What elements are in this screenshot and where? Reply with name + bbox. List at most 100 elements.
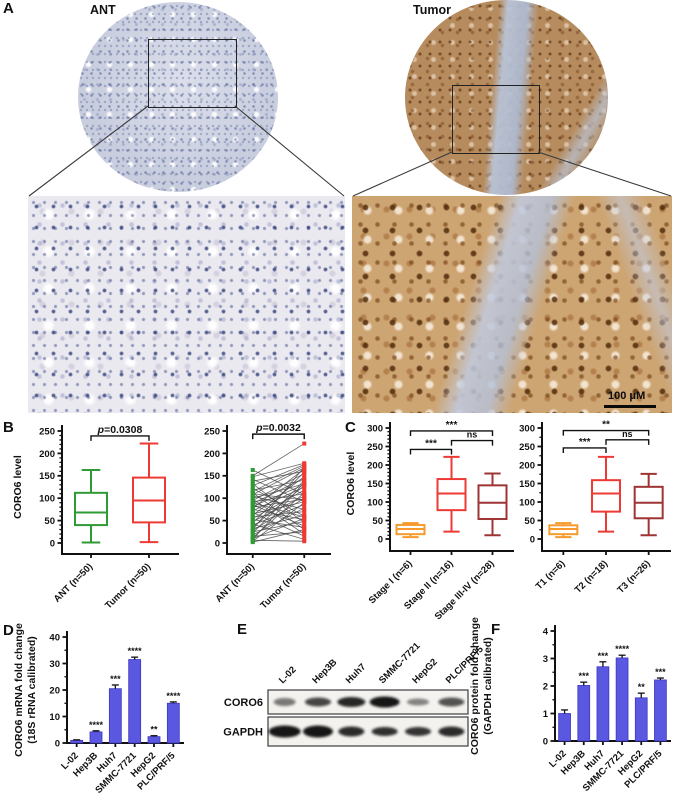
svg-text:250: 250: [367, 442, 383, 453]
panel-label-a: A: [3, 0, 14, 17]
svg-text:40: 40: [49, 632, 60, 643]
svg-text:***: ***: [446, 420, 458, 431]
paired-plot-ant-tumor: 0 50 100 150 200 250 ANT (n=50) Tumor (n=50) p=0…: [186, 420, 346, 620]
panel-label-d: D: [3, 622, 14, 639]
svg-text:***: ***: [578, 671, 589, 681]
svg-text:0: 0: [55, 738, 60, 749]
svg-text:30: 30: [49, 659, 60, 670]
svg-text:****: ****: [615, 644, 630, 654]
svg-text:0: 0: [543, 736, 548, 747]
svg-text:150: 150: [367, 479, 383, 490]
ant-magnified-image: [28, 196, 345, 413]
boxplot-t-classification: 0 50 100 150 200 250 300 T1 (n=6) T2 (n=18) T3 (n…: [508, 418, 680, 620]
svg-text:Tumor (n=50): Tumor (n=50): [258, 561, 308, 611]
boxplot-ant-tumor: 0 50 100 150 200 250 ANT (n=50) Tumor (n=50) COR…: [6, 420, 188, 620]
svg-text:***: ***: [579, 437, 591, 448]
barchart-mrna-fold-change: 0 10 20 30 40 L-02 Hep3B Huh7 SMMC-7721 HepG2 PLC/…: [10, 622, 226, 798]
svg-text:ns: ns: [622, 429, 633, 439]
western-blot: L-02 Hep3B Huh7 SMMC-7721 HepG2 PLC/PRF/5 CORO…: [223, 618, 486, 798]
svg-text:HepG2: HepG2: [410, 657, 439, 686]
svg-text:(GAPDH calibrated): (GAPDH calibrated): [482, 637, 494, 734]
f_bar-svg: 01234L-02Hep3BHuh7SMMC-7721HepG2PLC/PRF/…: [469, 617, 671, 794]
svg-text:CORO6 level: CORO6 level: [345, 452, 357, 516]
svg-text:100: 100: [519, 497, 535, 508]
svg-text:250: 250: [204, 426, 220, 437]
inset-box-tumor: [452, 85, 540, 154]
svg-text:(18S rRNA calibrated): (18S rRNA calibrated): [26, 636, 38, 744]
panel-label-c: C: [345, 419, 356, 436]
tumor-title: Tumor: [413, 3, 451, 17]
svg-text:**: **: [638, 682, 646, 692]
svg-text:CORO6 mRNA fold change: CORO6 mRNA fold change: [13, 623, 25, 757]
svg-text:T1 (n=6): T1 (n=6): [534, 558, 568, 592]
svg-text:***: ***: [425, 438, 437, 449]
svg-text:300: 300: [367, 423, 383, 434]
svg-text:300: 300: [519, 423, 535, 434]
svg-text:L-02: L-02: [277, 665, 299, 687]
svg-text:****: ****: [89, 720, 104, 730]
panel-label-b: B: [3, 419, 14, 436]
svg-text:***: ***: [598, 651, 609, 661]
barchart-protein-fold-change: 0 1 2 3 4 L-02 Hep3B Huh7 SMMC-7721 HepG2 PLC/PRF/…: [466, 617, 680, 798]
svg-text:Huh7: Huh7: [344, 662, 369, 687]
c_t-svg: 0 50 100 150 200 250 300 T1 (n=6) T2 (n=18) T3 (n…: [519, 420, 671, 596]
svg-text:150: 150: [204, 471, 220, 482]
svg-text:ns: ns: [467, 430, 478, 440]
svg-text:p=0.0032: p=0.0032: [255, 422, 301, 434]
svg-text:GAPDH: GAPDH: [223, 727, 263, 739]
svg-text:100: 100: [367, 497, 383, 508]
b_box-svg: 0 50 100 150 200 250 ANT (n=50) Tumor (n=50) COR…: [12, 424, 179, 611]
boxplot-stage: 0 50 100 150 200 250 300 Stage I (n=6) Stage II …: [340, 418, 540, 622]
svg-text:10: 10: [49, 712, 60, 723]
b_paired-svg: 0 50 100 150 200 250 ANT (n=50) Tumor (n=50) p=0…: [204, 422, 331, 611]
svg-text:150: 150: [519, 479, 535, 490]
tumor-core-image: [405, 0, 608, 195]
svg-text:20: 20: [49, 685, 60, 696]
svg-text:0: 0: [50, 538, 55, 549]
svg-text:3: 3: [543, 654, 548, 665]
svg-text:p=0.0308: p=0.0308: [97, 424, 143, 436]
svg-text:T2 (n=18): T2 (n=18): [573, 558, 610, 595]
svg-text:50: 50: [524, 516, 535, 527]
svg-text:CORO6: CORO6: [224, 697, 263, 709]
svg-text:**: **: [602, 420, 610, 431]
svg-text:200: 200: [367, 460, 383, 471]
svg-text:2: 2: [543, 681, 548, 692]
svg-text:200: 200: [39, 449, 55, 460]
svg-text:150: 150: [39, 471, 55, 482]
svg-text:****: ****: [128, 646, 143, 656]
svg-text:Hep3B: Hep3B: [310, 657, 339, 686]
svg-text:CORO6 protein fold change: CORO6 protein fold change: [469, 617, 481, 755]
svg-text:ANT (n=50): ANT (n=50): [213, 561, 256, 604]
scale-bar-label: 100 μM: [608, 390, 646, 402]
svg-text:250: 250: [519, 442, 535, 453]
ant-core-image: [78, 2, 278, 192]
svg-text:4: 4: [543, 626, 549, 637]
svg-text:***: ***: [110, 674, 121, 684]
svg-text:***: ***: [655, 667, 666, 677]
svg-text:0: 0: [378, 534, 383, 545]
ant-title: ANT: [90, 3, 116, 17]
svg-text:T3 (n=26): T3 (n=26): [615, 558, 652, 595]
svg-text:100: 100: [204, 494, 220, 505]
connector-lines: [28, 105, 672, 197]
svg-text:ANT (n=50): ANT (n=50): [52, 561, 95, 604]
svg-text:50: 50: [44, 516, 55, 527]
svg-text:50: 50: [209, 516, 220, 527]
svg-text:Tumor (n=50): Tumor (n=50): [103, 561, 153, 611]
scale-bar: [604, 405, 656, 408]
svg-text:100: 100: [39, 494, 55, 505]
d_bar-svg: 010203040L-02Hep3BHuh7SMMC-7721HepG2PLC/…: [13, 623, 184, 796]
svg-text:CORO6 level: CORO6 level: [12, 455, 24, 519]
svg-text:0: 0: [530, 534, 535, 545]
panel-label-e: E: [237, 621, 248, 638]
svg-text:0: 0: [215, 538, 220, 549]
svg-text:50: 50: [372, 516, 383, 527]
inset-box-ant: [148, 39, 237, 108]
svg-text:250: 250: [39, 426, 55, 437]
panel-label-f: F: [491, 621, 501, 638]
svg-text:200: 200: [519, 460, 535, 471]
